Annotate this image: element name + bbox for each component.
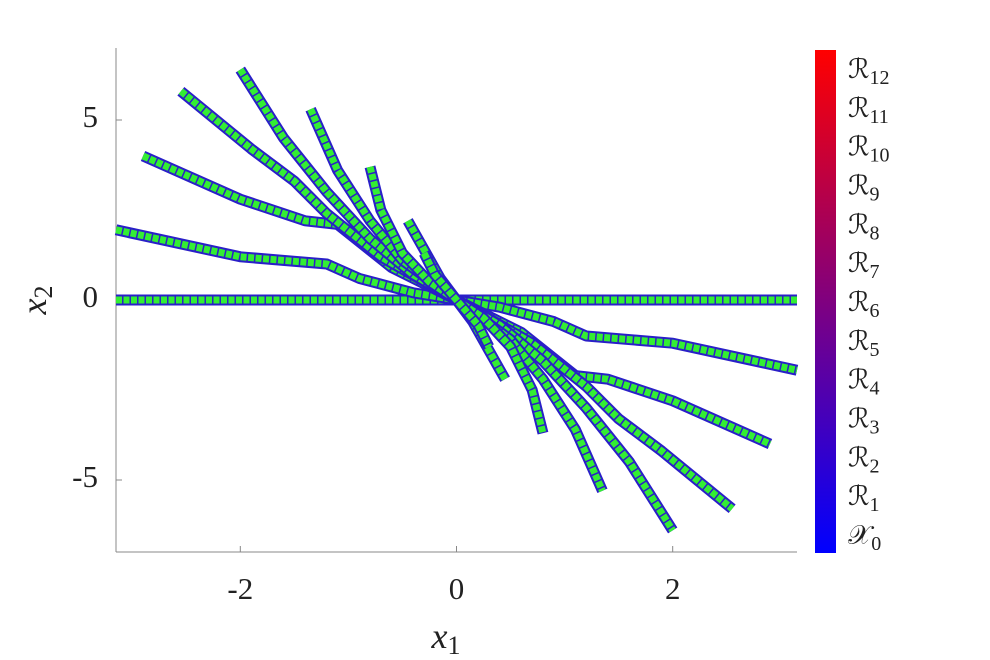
colorbar-label-symbol: ℛ bbox=[848, 404, 870, 434]
y-tick-label: -5 bbox=[72, 459, 98, 494]
colorbar bbox=[815, 50, 836, 553]
x-axis-label: x1 bbox=[431, 616, 461, 660]
colorbar-label-subscript: 4 bbox=[870, 377, 880, 399]
colorbar-label: ℛ9 bbox=[848, 171, 880, 205]
colorbar-label-subscript: 11 bbox=[870, 105, 889, 127]
y-axis-label: x2 bbox=[14, 286, 58, 316]
colorbar-label-subscript: 7 bbox=[870, 261, 880, 283]
colorbar-label: ℛ5 bbox=[848, 326, 880, 360]
colorbar-label-subscript: 2 bbox=[870, 455, 880, 477]
colorbar-label: ℛ4 bbox=[848, 365, 880, 399]
colorbar-label-symbol: ℛ bbox=[848, 326, 870, 356]
colorbar-label-symbol: 𝒳 bbox=[848, 520, 875, 550]
colorbar-label-subscript: 8 bbox=[870, 222, 880, 244]
colorbar-label-subscript: 10 bbox=[870, 144, 890, 166]
colorbar-label-subscript: 6 bbox=[870, 300, 880, 322]
colorbar-label-subscript: 9 bbox=[870, 183, 880, 205]
colorbar-label: 𝒳0 bbox=[848, 520, 881, 554]
colorbar-label: ℛ12 bbox=[848, 54, 890, 88]
colorbar-label-symbol: ℛ bbox=[848, 443, 870, 473]
colorbar-label-symbol: ℛ bbox=[848, 210, 870, 240]
colorbar-label-subscript: 3 bbox=[870, 416, 880, 438]
x-tick-label: 2 bbox=[665, 571, 681, 606]
colorbar-label: ℛ8 bbox=[848, 210, 880, 244]
colorbar-label-subscript: 12 bbox=[870, 67, 890, 89]
x-tick-label: -2 bbox=[227, 571, 253, 606]
band bbox=[420, 251, 493, 349]
colorbar-label-symbol: ℛ bbox=[848, 365, 870, 395]
colorbar-label-symbol: ℛ bbox=[848, 54, 870, 84]
colorbar-label-subscript: 5 bbox=[870, 338, 880, 360]
colorbar-label-symbol: ℛ bbox=[848, 93, 870, 123]
y-tick-label: 5 bbox=[83, 99, 99, 134]
colorbar-label-symbol: ℛ bbox=[848, 481, 870, 511]
colorbar-label-subscript: 0 bbox=[871, 533, 881, 555]
colorbar-label-symbol: ℛ bbox=[848, 248, 870, 278]
colorbar-label: ℛ11 bbox=[848, 93, 889, 127]
colorbar-label-subscript: 1 bbox=[870, 494, 880, 516]
colorbar-label-symbol: ℛ bbox=[848, 132, 870, 162]
x-tick-label: 0 bbox=[449, 571, 465, 606]
colorbar-label: ℛ1 bbox=[848, 481, 880, 515]
colorbar-label: ℛ10 bbox=[848, 132, 890, 166]
colorbar-label: ℛ6 bbox=[848, 287, 880, 321]
plot-area bbox=[114, 48, 799, 553]
colorbar-label-symbol: ℛ bbox=[848, 287, 870, 317]
y-tick-label: 0 bbox=[83, 279, 99, 314]
band bbox=[366, 165, 547, 435]
colorbar-label: ℛ7 bbox=[848, 248, 880, 282]
colorbar-label: ℛ3 bbox=[848, 404, 880, 438]
colorbar-label: ℛ2 bbox=[848, 443, 880, 477]
colorbar-label-symbol: ℛ bbox=[848, 171, 870, 201]
